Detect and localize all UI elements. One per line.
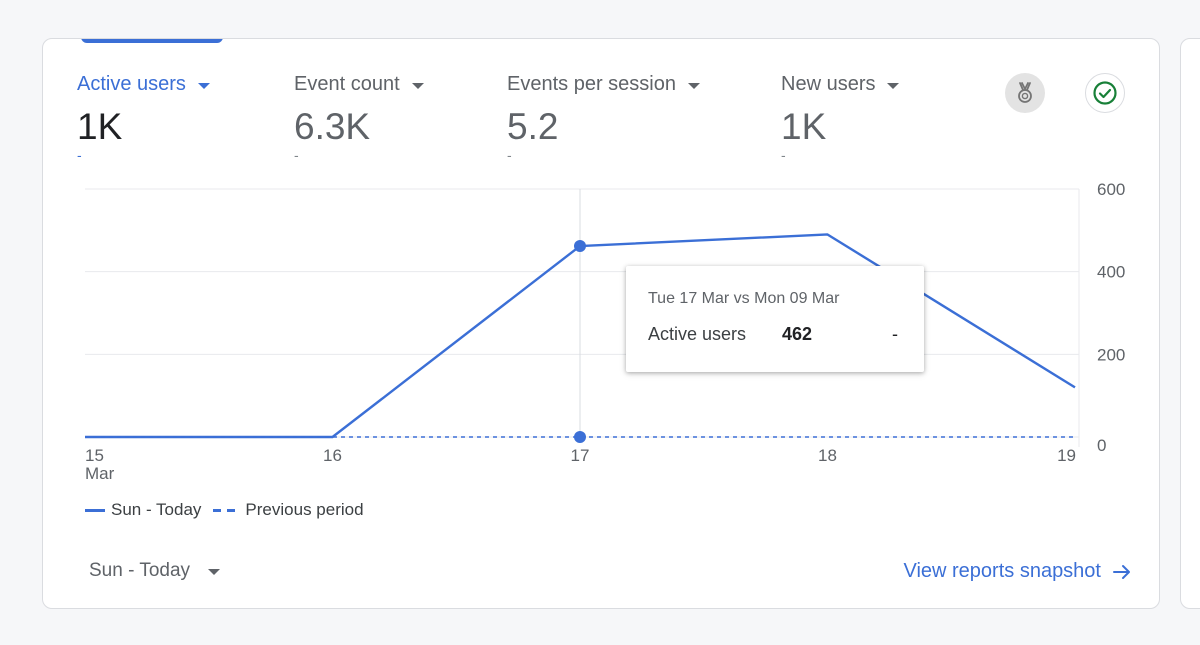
- tooltip-metric-label: Active users: [648, 324, 747, 344]
- metric-delta: -: [781, 147, 786, 163]
- medal-icon: [1018, 82, 1032, 103]
- highlight-point-current: [574, 240, 586, 253]
- metric-delta: -: [507, 147, 512, 163]
- tooltip-metric-value: 462: [782, 324, 813, 344]
- legend-solid-line-icon: [85, 508, 105, 512]
- tooltip-header: Tue 17 Mar vs Mon 09 Mar: [648, 290, 840, 307]
- insights-button[interactable]: [1005, 73, 1045, 113]
- y-tick-label: 400: [1097, 263, 1125, 282]
- metric-tab-event-count[interactable]: Event count 6.3K -: [294, 73, 424, 162]
- overview-card: Active users 1K - Event count 6.3K - Eve…: [42, 38, 1160, 609]
- x-tick-sublabel: Mar: [85, 464, 115, 483]
- legend-item-current: Sun - Today: [85, 500, 201, 520]
- metric-label: Events per session: [507, 73, 700, 96]
- metric-tab-events-per-session[interactable]: Events per session 5.2 -: [507, 73, 700, 162]
- y-tick-label: 200: [1097, 345, 1125, 364]
- metric-label: New users: [781, 73, 900, 96]
- x-tick-label: 19: [1057, 446, 1076, 465]
- caret-down-icon: [887, 82, 900, 89]
- x-tick-label: 18: [818, 446, 837, 465]
- metric-tab-new-users[interactable]: New users 1K -: [781, 73, 900, 163]
- caret-down-icon: [411, 82, 424, 89]
- metric-value: 5.2: [507, 106, 559, 147]
- metric-value: 6.3K: [294, 106, 371, 147]
- x-tick-label: 17: [571, 446, 590, 465]
- metric-label: Event count: [294, 73, 424, 96]
- caret-down-icon: [687, 82, 700, 89]
- arrow-right-icon: [1113, 564, 1130, 579]
- y-tick-label: 0: [1097, 436, 1106, 455]
- caret-down-icon: [197, 82, 210, 89]
- metric-label: Active users: [77, 73, 210, 96]
- metric-tab-active-users[interactable]: Active users 1K -: [77, 73, 210, 162]
- legend-dashed-line-icon: [213, 508, 236, 512]
- metric-value: 1K: [781, 106, 827, 147]
- metric-value: 1K: [77, 106, 123, 147]
- view-reports-snapshot-link[interactable]: View reports snapshot: [903, 560, 1133, 583]
- chart-tooltip: Tue 17 Mar vs Mon 09 Mar Active users 46…: [626, 266, 924, 372]
- metric-delta: -: [294, 147, 299, 163]
- tooltip-metric-delta: -: [892, 324, 898, 344]
- chart-legend: Sun - Today Previous period: [85, 500, 376, 520]
- y-tick-label: 600: [1097, 180, 1125, 199]
- date-range-selector[interactable]: Sun - Today: [89, 560, 221, 582]
- active-metric-indicator: [81, 39, 223, 43]
- highlight-point-previous: [574, 431, 586, 443]
- legend-item-previous: Previous period: [213, 500, 364, 520]
- caret-down-icon: [208, 569, 221, 575]
- x-tick-label: 15: [85, 446, 104, 465]
- line-chart: 600 400 200 0 15 16 17 18 19 Mar: [85, 180, 1125, 483]
- adjacent-card: [1180, 38, 1200, 609]
- status-button[interactable]: [1085, 73, 1125, 113]
- metric-delta: -: [77, 147, 82, 163]
- x-tick-label: 16: [323, 446, 342, 465]
- check-circle-icon: [1093, 81, 1117, 105]
